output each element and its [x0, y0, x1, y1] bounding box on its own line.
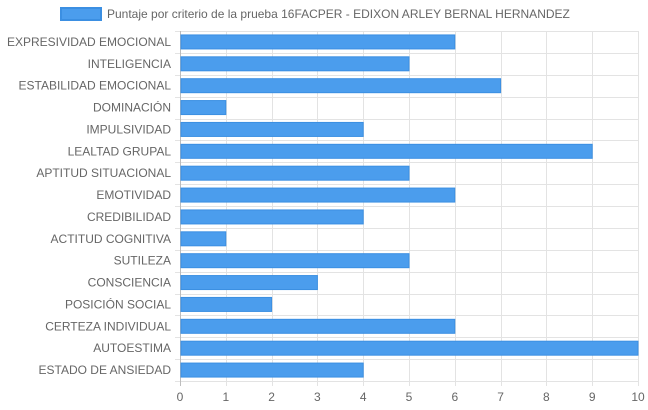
bar-7: [180, 187, 456, 203]
x-tick-label: 5: [406, 390, 413, 404]
bar-3: [180, 100, 227, 116]
category-label: IMPULSIVIDAD: [86, 122, 171, 136]
x-tick-label: 8: [543, 390, 550, 404]
category-label: DOMINACIÓN: [93, 100, 171, 115]
bar-1: [180, 56, 410, 72]
category-label: ESTABILIDAD EMOCIONAL: [19, 79, 172, 93]
category-label: EXPRESIVIDAD EMOCIONAL: [7, 35, 171, 49]
category-label: ACTITUD COGNITIVA: [51, 232, 171, 246]
bar-13: [180, 318, 456, 334]
legend: Puntaje por criterio de la prueba 16FACP…: [60, 7, 570, 21]
category-label: SUTILEZA: [114, 254, 171, 268]
bar-0: [180, 34, 456, 50]
category-label: ESTADO DE ANSIEDAD: [39, 363, 172, 377]
category-label: LEALTAD GRUPAL: [68, 144, 172, 158]
category-label: POSICIÓN SOCIAL: [65, 296, 171, 311]
category-labels: EXPRESIVIDAD EMOCIONAL INTELIGENCIA ESTABI…: [7, 35, 171, 377]
x-tick-label: 7: [497, 390, 504, 404]
bars: [180, 34, 639, 378]
x-tick-label: 2: [268, 390, 275, 404]
bar-14: [180, 340, 639, 356]
bar-2: [180, 78, 502, 94]
bar-5: [180, 143, 593, 159]
x-tick-label: 0: [177, 390, 184, 404]
legend-label: Puntaje por criterio de la prueba 16FACP…: [107, 7, 570, 21]
x-tick-labels: 0 1 2 3 4 5 6 7 8 9 10: [177, 390, 645, 404]
x-tick-label: 9: [589, 390, 596, 404]
bar-12: [180, 296, 273, 312]
x-tick-label: 3: [314, 390, 321, 404]
category-label: CERTEZA INDIVIDUAL: [45, 319, 171, 333]
x-tick-label: 4: [360, 390, 367, 404]
category-label: CONSCIENCIA: [88, 276, 171, 290]
bar-15: [180, 362, 364, 378]
bar-11: [180, 275, 318, 291]
category-label: CREDIBILIDAD: [87, 210, 171, 224]
category-label: APTITUD SITUACIONAL: [36, 166, 171, 180]
category-label: AUTOESTIMA: [93, 341, 171, 355]
category-label: EMOTIVIDAD: [96, 188, 171, 202]
bar-4: [180, 121, 364, 137]
bar-8: [180, 209, 364, 225]
x-tick-label: 6: [451, 390, 458, 404]
x-tick-label: 1: [222, 390, 229, 404]
x-tick-label: 10: [631, 390, 645, 404]
bar-6: [180, 165, 410, 181]
bar-10: [180, 253, 410, 269]
bar-9: [180, 231, 227, 247]
legend-swatch: [60, 7, 102, 21]
category-label: INTELIGENCIA: [88, 57, 171, 71]
